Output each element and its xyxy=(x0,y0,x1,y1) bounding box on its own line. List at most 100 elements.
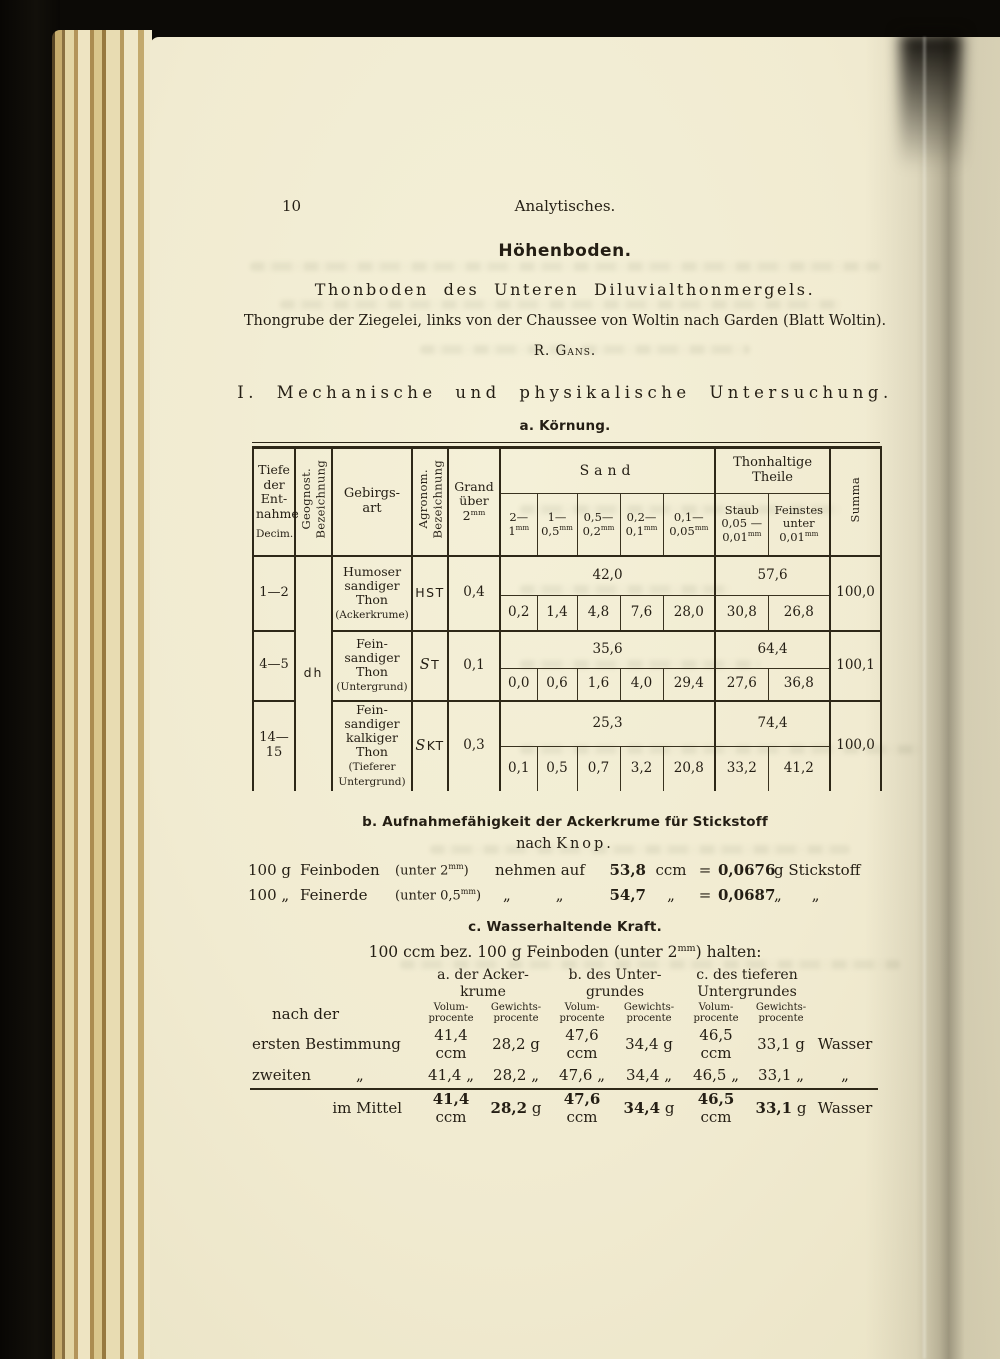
group-ackerkrume: a. der Acker- krume xyxy=(437,966,529,1000)
value-cell: 34,4 „ xyxy=(626,1065,672,1084)
row-label: im Mittel xyxy=(250,1087,418,1126)
b2-g-unit: „ „ xyxy=(774,885,820,904)
cell-feinstes-value: 36,8 xyxy=(767,668,831,701)
col-header-tiefe: Tiefe der Ent- nahme Decim. xyxy=(253,447,299,557)
page-edges-stack xyxy=(52,30,152,1359)
value-cell: 34,4 g xyxy=(625,1034,673,1053)
cell-sand-value: 0,2 xyxy=(499,595,537,631)
table-row: 4—5 Fein- sandiger Thon (Untergrund) ST … xyxy=(253,629,882,701)
col-header-sand-01-005: 0,1— 0,05mm xyxy=(662,493,716,557)
b2-material: Feinerde xyxy=(300,885,368,904)
value-cell: 47,6 „ xyxy=(559,1065,605,1084)
subcol-gewichts: Gewichts- procente xyxy=(623,1001,675,1024)
value-cell: 47,6 ccm xyxy=(565,1025,599,1062)
b1-verb: nehmen auf xyxy=(495,860,585,879)
cell-sand-value: 1,6 xyxy=(576,668,620,701)
cell-staub-value: 27,6 xyxy=(714,668,769,701)
stickstoff-lines: 100 g Feinboden (unter 2mm) nehmen auf 5… xyxy=(248,861,880,904)
b1-g-unit: g Stickstoff xyxy=(774,860,861,879)
b1-material: Feinboden xyxy=(300,860,380,879)
cell-gebirgsart: Fein- sandiger kalkiger Thon (Tieferer U… xyxy=(331,699,412,791)
b1-qty: 100 g xyxy=(248,860,292,879)
cell-sand-value: 0,7 xyxy=(576,746,620,791)
agronom-label: Agronom. Bezeichnung xyxy=(415,460,444,539)
col-header-sand-1-05: 1— 0,5mm xyxy=(536,493,577,557)
cell-sand-value: 1,4 xyxy=(536,595,577,631)
subcol-volum: Volum- procente xyxy=(559,1001,605,1024)
col-header-grand: Grand über 2mm xyxy=(447,447,500,557)
koernung-table-wrap: Tiefe der Ent- nahme Decim. Geognost. Be… xyxy=(252,442,883,791)
empty-cell xyxy=(250,966,418,1002)
cell-summa: 100,1 xyxy=(829,629,882,701)
cell-sand-value: 0,6 xyxy=(536,668,577,701)
table-row: 1—2 dh Humoser sandiger Thon (Ackerkrume… xyxy=(253,555,882,791)
bleed-through-artifact xyxy=(280,300,840,309)
cell-tiefe: 14—15 xyxy=(253,699,295,791)
cell-sand-value: 0,1 xyxy=(499,746,537,791)
page-number: 10 xyxy=(282,197,302,215)
value-cell: 47,6 ccm xyxy=(548,1087,616,1126)
value-cell: 28,2 g xyxy=(492,1034,540,1053)
cell-sand-value: 20,8 xyxy=(662,746,716,791)
location-line: Thongrube der Ziegelei, links von der Ch… xyxy=(243,313,887,329)
cell-sand-value: 4,0 xyxy=(619,668,663,701)
col-header-sand-2-1: 2— 1mm xyxy=(499,493,537,557)
col-header-agronom: Agronom. Bezeichnung xyxy=(411,447,448,557)
subheading-name: Knop. xyxy=(556,835,614,852)
book-cover-edge xyxy=(0,0,60,1359)
cell-thon-total: 57,6 xyxy=(714,555,831,596)
cell-feinstes-value: 26,8 xyxy=(767,595,831,631)
author-name: R. Gans. xyxy=(533,343,597,359)
cell-geognost: dh xyxy=(294,555,332,791)
cell-thon-total: 74,4 xyxy=(714,699,831,747)
cell-sand-value: 0,5 xyxy=(536,746,577,791)
value-cell: 28,2 g xyxy=(484,1087,548,1126)
value-cell: 28,2 „ xyxy=(493,1065,539,1084)
table-subrow: 0,1 0,5 0,7 3,2 20,8 33,2 41,2 xyxy=(253,746,881,791)
page-content: 10 Analytisches. Höhenboden. Thonboden d… xyxy=(190,37,940,1126)
cell-agronom: HST xyxy=(411,555,448,631)
cell-tiefe: 1—2 xyxy=(259,584,289,600)
b2-g-value: 0,0687 xyxy=(718,885,776,904)
value-cell: 46,5 „ xyxy=(693,1065,739,1084)
stickstoff-heading: b. Aufnahmefähigkeit der Ackerkrume für … xyxy=(362,813,768,830)
cell-sand-value: 3,2 xyxy=(619,746,663,791)
cell-staub-value: 30,8 xyxy=(714,595,769,631)
b2-qty: 100 „ xyxy=(248,885,290,904)
group-tieferer-untergrund: c. des tieferen Untergrundes xyxy=(696,966,798,1000)
cell-feinstes-value: 41,2 xyxy=(767,746,831,791)
b2-size: (unter 0,5mm) xyxy=(395,887,482,904)
subcol-volum: Volum- procente xyxy=(428,1001,474,1024)
cell-sand-total: 25,3 xyxy=(498,699,716,747)
cell-agronom: ST xyxy=(411,629,448,701)
row-suffix: „ xyxy=(841,1065,849,1084)
subheading-prefix: nach xyxy=(516,835,552,852)
cell-thon-total: 64,4 xyxy=(714,629,831,669)
value-cell: 46,5 ccm xyxy=(699,1025,733,1062)
col-header-summa: Summa xyxy=(829,447,882,557)
b1-equals: = xyxy=(698,860,712,879)
group-header-row: a. der Acker- krume b. des Unter- grunde… xyxy=(250,966,878,1002)
col-group-thonhaltige: Thonhaltige Theile xyxy=(714,447,831,494)
value-cell: 41,4 „ xyxy=(428,1065,474,1084)
cell-tiefe: 4—5 xyxy=(253,629,295,701)
b1-ccm-value: 53,8 xyxy=(609,860,646,879)
table-subrow: 0,2 1,4 4,8 7,6 28,0 30,8 26,8 xyxy=(253,595,881,631)
book-page: 10 Analytisches. Höhenboden. Thonboden d… xyxy=(150,33,1000,1359)
b2-equals: = xyxy=(698,885,712,904)
bleed-through-artifact xyxy=(420,345,750,354)
cell-grand: 0,4 xyxy=(447,555,500,631)
stickstoff-subheading: nach Knop. xyxy=(190,836,940,852)
cell-sand-total: 35,6 xyxy=(498,629,716,669)
cell-sand-value: 0,0 xyxy=(499,668,537,701)
cell-sand-value: 29,4 xyxy=(662,668,716,701)
page-title: Höhenboden. xyxy=(498,241,632,261)
section-1-heading: I. Mechanische und physikalische Untersu… xyxy=(237,383,893,402)
group-untergrund: b. des Unter- grundes xyxy=(568,966,662,1000)
table-row: 14—15 Fein- sandiger kalkiger Thon (Tief… xyxy=(253,699,882,791)
col-header-staub: Staub 0,05 — 0,01mm xyxy=(714,493,769,557)
cell-sand-value: 28,0 xyxy=(662,595,716,631)
b2-ditto: „ „ xyxy=(503,885,564,904)
value-cell: 33,1 g xyxy=(757,1034,805,1053)
